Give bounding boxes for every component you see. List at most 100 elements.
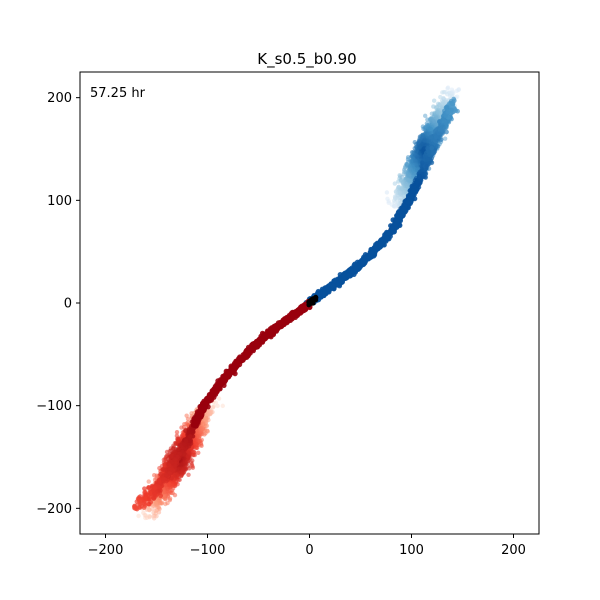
data-point [420,149,425,154]
data-point [153,511,158,516]
data-point [172,492,178,498]
data-point [396,184,402,190]
data-point [409,193,415,199]
data-point [373,244,379,250]
data-point [410,168,416,173]
data-point [399,196,404,202]
data-point [400,180,405,185]
data-point [156,505,162,511]
data-point [403,181,409,187]
data-point [437,119,442,124]
data-point [440,90,445,95]
data-point [435,110,440,115]
data-point [426,126,431,131]
data-point [399,213,405,219]
data-point [401,206,407,212]
data-point [435,143,441,149]
data-point [146,479,151,484]
data-point [208,409,213,414]
data-point [194,445,199,451]
data-point [216,396,222,401]
data-point [384,235,390,241]
data-point [165,489,170,494]
data-point [413,158,418,163]
data-point [425,122,430,128]
data-point [394,197,400,202]
data-point [147,507,152,513]
data-point [392,181,398,186]
data-point [425,117,430,122]
data-point [433,134,439,140]
data-point [450,101,456,106]
data-point [405,199,411,205]
data-point [394,190,399,195]
data-point [417,169,423,175]
data-point [456,87,461,93]
data-point [211,404,216,409]
data-point [396,179,401,184]
data-point [445,86,450,91]
data-point [377,241,383,247]
data-point [441,96,447,102]
data-point [412,140,418,145]
data-point [433,138,439,144]
data-point [184,421,189,426]
data-point [426,131,431,137]
data-point [201,422,206,427]
data-point [420,124,426,129]
data-point [423,113,428,119]
data-point [170,483,175,488]
data-point [395,201,400,206]
data-point [176,474,181,480]
data-point [442,136,448,141]
data-point [196,434,202,439]
data-point [394,218,400,224]
data-point [203,415,209,420]
data-point [429,145,435,151]
data-point [147,514,152,520]
data-point [434,116,439,121]
data-point [405,157,411,162]
data-point [136,513,141,519]
data-point [159,500,165,505]
data-point [349,270,355,276]
data-point [415,154,420,159]
data-point [428,134,434,140]
data-point [445,110,450,115]
data-point [204,428,210,433]
data-point [431,98,437,103]
data-point [433,122,438,128]
data-point [197,438,202,444]
data-point [394,224,400,230]
data-point [215,403,220,409]
data-point [455,108,460,114]
data-point [174,429,180,435]
data-point [180,467,186,473]
data-point [417,144,422,150]
data-point [444,121,449,127]
data-point [151,516,157,521]
data-point [186,466,192,471]
data-point [440,100,446,105]
data-point [190,447,195,453]
data-point [392,204,398,209]
data-points [132,85,462,521]
chart-title: K_s0.5_b0.90 [257,50,356,69]
data-point [419,160,425,166]
data-point [394,213,400,219]
data-point [436,130,441,136]
data-point [407,178,412,183]
data-point [186,472,191,477]
data-point [361,257,368,263]
data-point [202,432,207,437]
data-point [410,188,416,194]
data-point [184,413,189,418]
data-point [185,459,190,464]
data-point [199,443,204,449]
data-point [220,403,225,409]
data-point [325,286,331,292]
data-point [397,190,402,195]
data-point [386,199,391,204]
data-point [338,276,344,283]
